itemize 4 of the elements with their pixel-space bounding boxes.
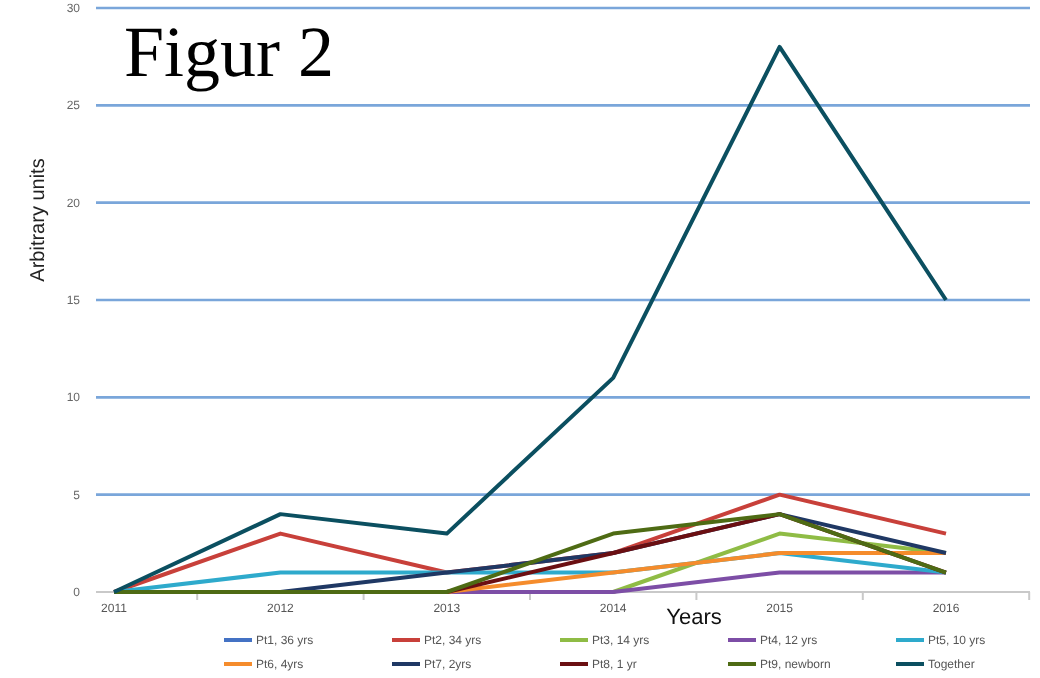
chart-title: Figur 2 bbox=[124, 12, 335, 92]
y-axis-title: Arbitrary units bbox=[28, 158, 50, 282]
x-axis-title: Years bbox=[666, 606, 723, 630]
line-series bbox=[112, 512, 948, 594]
